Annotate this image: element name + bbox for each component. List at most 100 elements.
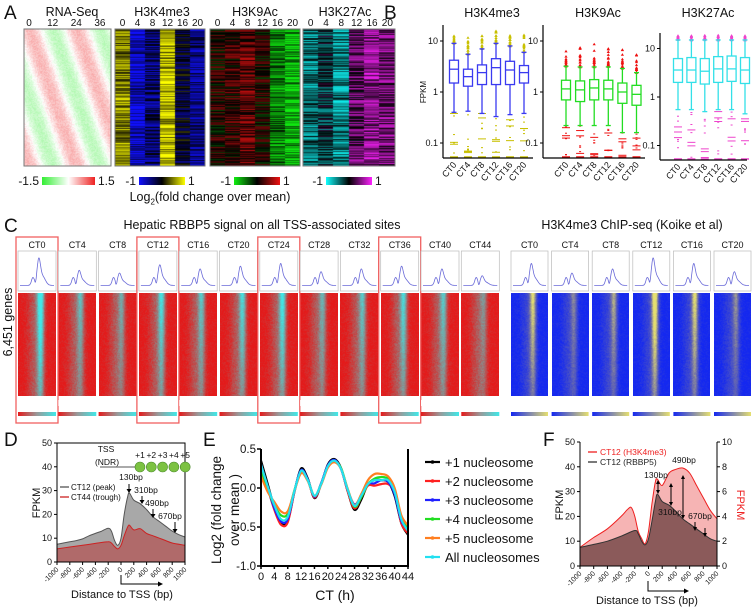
heatmap-axis-area (673, 400, 711, 406)
heatmap-axis-area (380, 400, 419, 406)
outlier-high-marker (494, 30, 498, 34)
outlier-high-marker (466, 45, 470, 48)
x-tick-label: 0 (644, 570, 652, 578)
heatmap-axis-area (259, 400, 298, 406)
legend-marker (430, 555, 435, 559)
colorbar-max: 1.5 (98, 174, 115, 188)
signal-colorbar (300, 412, 339, 416)
y-tick-label: 20 (42, 509, 52, 519)
peak-annotation: 310bp (658, 507, 682, 517)
y-tick-label: 10 (42, 533, 52, 543)
box (448, 59, 460, 84)
column-label: CT8 (109, 240, 126, 250)
y-axis-label-right: FPKM (734, 490, 746, 521)
x-tick-label: 44 (402, 571, 414, 583)
colorbar-min: -1 (125, 174, 136, 188)
rna-tick: 36 (94, 18, 106, 29)
outlier-high-marker (634, 68, 639, 71)
outlier-high-marker (522, 36, 526, 39)
heatmap-axis-area (461, 400, 500, 406)
arrowhead (172, 529, 178, 533)
y-tick-label: 0.0 (240, 483, 256, 495)
outlier-high-marker (522, 48, 526, 52)
profile-curve (100, 272, 135, 286)
column-label: CT16 (187, 240, 209, 250)
column-label: CT8 (602, 240, 619, 250)
outlier-high-marker (494, 29, 498, 33)
signal-heatmap-ct32 (340, 293, 378, 396)
box (574, 80, 586, 103)
heatmap-axis-area (138, 400, 177, 406)
box (603, 79, 614, 101)
y-tick-label-left: 30 (565, 487, 575, 497)
double-arrowheads (656, 480, 660, 494)
heatmap-tick: 12 (257, 18, 269, 29)
legend-label: CT12 (H3K4me3) (600, 447, 667, 457)
nucleosome-icon (134, 461, 146, 473)
y-tick-label-left: 0 (570, 561, 575, 571)
y-tick-label-right: 2 (722, 536, 727, 546)
arrowhead (150, 514, 156, 518)
nucleosome-icon (168, 461, 180, 473)
column-label: CT36 (389, 240, 411, 250)
y-tick-label-right: 0 (722, 561, 727, 571)
signal-colorbar (551, 412, 589, 416)
heatmap-tick: 20 (192, 18, 204, 29)
y-tick-label: 30 (42, 486, 52, 496)
outlier-high-marker (634, 63, 639, 67)
series-line--4-nucleosome (259, 460, 409, 528)
heatmap-axis-area (300, 400, 339, 406)
profile-curve (60, 269, 95, 286)
signal-colorbar (18, 412, 56, 416)
profile-box (713, 250, 752, 292)
heatmap-axis-area (219, 400, 258, 406)
nucleosome-label: +2 (146, 450, 156, 460)
y-tick-label: 1 (433, 87, 438, 97)
x-axis-label: Distance to TSS (bp) (71, 589, 173, 601)
outlier-high-marker (606, 56, 610, 59)
profile-box (57, 250, 97, 292)
column-label: CT24 (268, 240, 290, 250)
profile-curve (342, 268, 377, 286)
outlier-high-marker (564, 49, 568, 53)
x-tick-label: 400 (666, 570, 679, 583)
x-axis-label: Distance to TSS (bp) (596, 595, 698, 607)
y-tick-label: 10 (645, 44, 655, 54)
profile-box (98, 250, 137, 292)
y-axis-label-line1: Log2 (fold change (209, 456, 224, 564)
legend-label: +1 nucleosome (445, 455, 534, 470)
heatmap-axis-area (551, 400, 589, 406)
outlier-high-marker (564, 59, 568, 62)
y-axis-label: FPKM (31, 488, 43, 519)
signal-heatmap-ct4 (552, 293, 589, 396)
heatmap-title-1: H3K4me3 (134, 5, 190, 19)
signal-heatmap-ct24 (260, 293, 298, 396)
outlier-high-marker (466, 49, 470, 52)
signal-colorbar (511, 412, 548, 416)
colorbar-title: Log2(fold change over mean) (0, 190, 420, 206)
y-tick-label: 0.5 (240, 444, 256, 456)
outlier-high-marker (564, 61, 568, 64)
profile-curve (634, 257, 668, 286)
heatmap-tick: 4 (323, 18, 329, 29)
outlier-high-marker (508, 41, 512, 44)
signal-colorbar (219, 412, 258, 416)
outlier-high-marker (606, 50, 610, 53)
outlier-high-marker (592, 42, 596, 46)
x-tick-label: 0 (117, 566, 125, 574)
x-tick-label: -600 (71, 566, 86, 581)
signal-heatmap-ct20 (714, 293, 751, 396)
heatmap-axis-area (714, 400, 751, 406)
colorbar-min: -1 (220, 174, 231, 188)
heatmap-border (302, 28, 396, 167)
colorbar-title-rest: (fold change over mean) (154, 190, 291, 204)
signal-colorbar (461, 412, 500, 416)
boxplot-title: H3K4me3 (464, 6, 520, 20)
peak-annotation: 490bp (672, 455, 696, 465)
outlier-high-marker (703, 34, 707, 38)
legend-label: CT12 (peak) (71, 483, 116, 492)
signal-heatmap-ct8 (99, 293, 137, 396)
column-label: CT40 (429, 240, 451, 250)
heatmap-h3k27ac (303, 29, 395, 166)
